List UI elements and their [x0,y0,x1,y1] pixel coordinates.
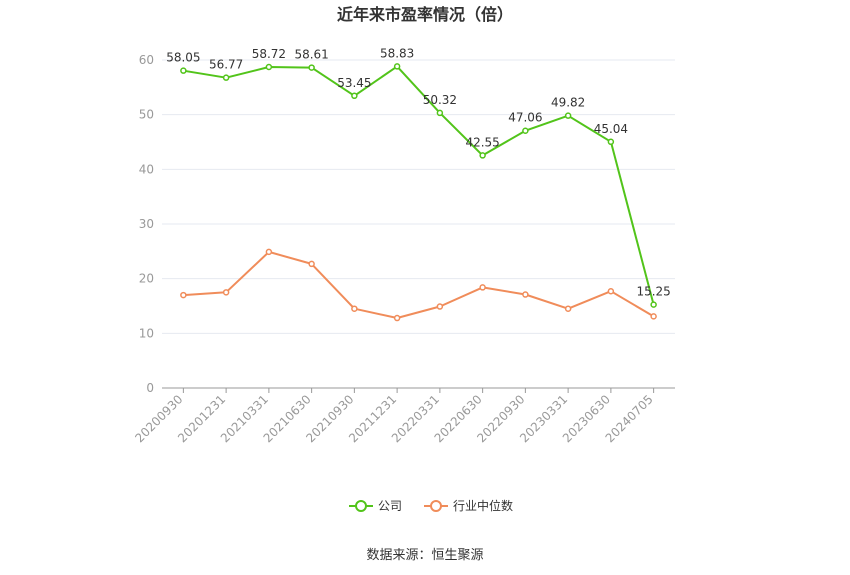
data-point [180,67,187,74]
data-point [522,127,529,134]
data-point [564,112,572,119]
data-point [222,74,230,81]
y-tick-label: 0 [146,381,154,395]
data-label: 15.25 [636,285,670,299]
legend: 公司 行业中位数 [349,498,513,513]
y-tick-label: 30 [139,217,154,231]
data-point [564,305,572,312]
grid-lines [162,59,675,334]
data-label: 47.06 [508,111,542,125]
data-point [393,63,401,70]
data-point [265,63,273,71]
data-label: 58.61 [294,48,328,62]
x-axis: 2020093020201231202103312021063020210930… [132,387,675,445]
data-label: 56.77 [209,58,243,72]
legend-label: 公司 [378,499,402,513]
data-point [393,314,401,322]
y-axis: 0 10 20 30 40 50 60 [139,53,154,395]
data-point [308,260,315,268]
data-label: 45.04 [594,122,628,136]
data-point [436,303,444,310]
data-point [351,92,358,100]
data-label: 53.45 [337,76,371,90]
data-point [607,138,615,146]
data-point [522,291,529,298]
legend-item: 公司 [349,499,402,513]
data-label: 58.72 [252,47,286,61]
y-tick-label: 60 [139,53,154,67]
data-point [222,289,230,296]
series-line-2 [183,250,655,319]
data-point [607,287,615,295]
legend-label: 行业中位数 [453,498,513,513]
data-point [351,305,358,312]
legend-marker [355,500,367,512]
data-label: 58.83 [380,46,414,60]
data-label: 50.32 [423,93,457,107]
data-label: 42.55 [465,135,499,149]
data-point [479,284,486,291]
chart-title: 近年来市盈率情况（倍） [337,5,513,24]
data-label: 49.82 [551,96,585,110]
data-point [650,313,657,320]
y-tick-label: 50 [139,108,154,122]
data-point [180,291,187,299]
data-point [308,64,315,71]
y-tick-label: 40 [139,162,154,176]
data-point [436,109,444,117]
data-point [265,248,273,256]
series-line-1 [183,65,655,305]
data-point [479,152,486,159]
plot-area: 58.05 56.77 58.72 58.61 53.45 58.83 50.32 42.55… [166,46,671,322]
source-note: 数据来源：恒生聚源 [366,548,483,563]
y-tick-label: 10 [139,326,154,340]
legend-marker [430,500,442,512]
legend-item: 行业中位数 [424,498,513,513]
data-point [650,301,657,308]
y-tick-label: 20 [139,272,154,286]
data-label: 58.05 [166,51,200,65]
